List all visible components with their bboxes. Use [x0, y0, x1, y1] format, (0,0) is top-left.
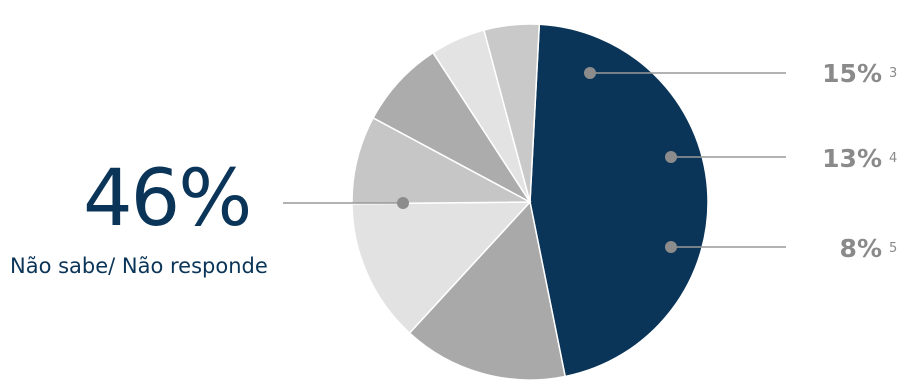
- leader-lines: [283, 67, 786, 253]
- pie-slice-1: [529, 23, 709, 378]
- pie-slice-5: [372, 51, 531, 203]
- pie-slices: [351, 23, 709, 381]
- side-leader-3-dot: [665, 241, 677, 253]
- side-index-1: 3: [889, 66, 898, 81]
- side-percentage-1: 15%: [822, 59, 882, 88]
- side-leader-1-dot: [584, 67, 596, 79]
- side-percentage-2: 13%: [822, 144, 882, 173]
- main-category-label: Não sabe/ Não responde: [10, 254, 268, 278]
- pie-slice-4: [351, 116, 531, 205]
- main-percentage: 46%: [83, 154, 252, 244]
- side-index-2: 4: [889, 151, 898, 166]
- side-percentage-3: 8%: [839, 234, 882, 263]
- pie-slice-3: [351, 201, 532, 335]
- main-leader-dot: [397, 197, 409, 209]
- side-leader-2-dot: [665, 151, 677, 163]
- side-index-3: 5: [889, 241, 898, 256]
- pie-slice-7: [483, 23, 541, 203]
- pie-slice-2: [408, 200, 567, 381]
